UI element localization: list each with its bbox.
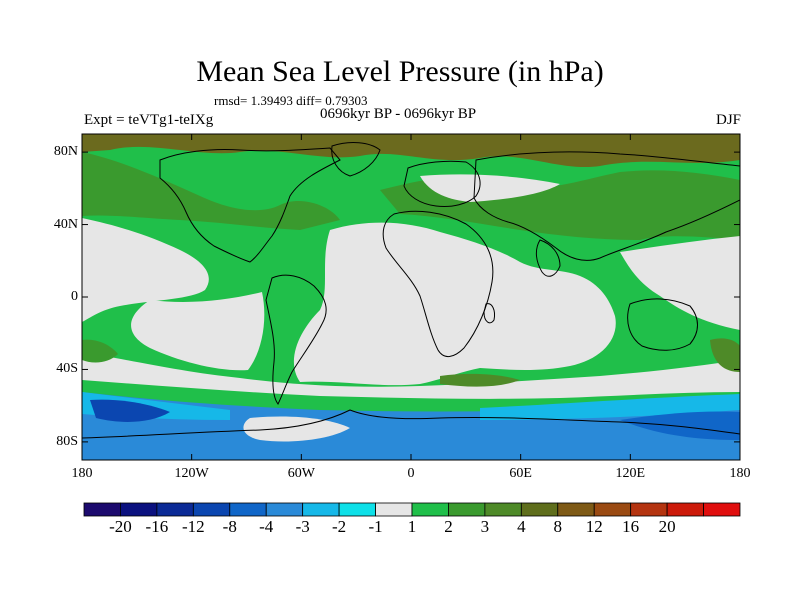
colorbar-label: -12 xyxy=(181,517,205,536)
colorbar-label: -4 xyxy=(259,517,274,536)
plot-title: Mean Sea Level Pressure (in hPa) xyxy=(196,55,604,88)
colorbar-label: -16 xyxy=(145,517,169,536)
field-se-blue xyxy=(620,411,740,440)
colorbar-label: 20 xyxy=(658,517,676,536)
coast-madagascar xyxy=(483,303,495,324)
field-pac-grey-north xyxy=(82,218,209,322)
lon-tick-label: 0 xyxy=(407,466,415,481)
field-npac-darkgreen xyxy=(82,152,340,230)
coast-europe xyxy=(403,160,481,207)
coast-north-america xyxy=(159,147,341,263)
field-weddell-grey xyxy=(243,416,350,442)
field-central-grey xyxy=(293,222,616,386)
field-deep-low xyxy=(90,399,170,422)
colorbar-swatch xyxy=(375,502,413,517)
coast-australia xyxy=(627,298,698,351)
season-label: DJF xyxy=(715,112,741,128)
coast-south-america xyxy=(265,274,327,405)
coast-antarctica xyxy=(82,409,740,439)
field-southern-blue xyxy=(82,392,740,460)
field-north-brown xyxy=(82,134,740,168)
colorbar-label: 12 xyxy=(585,517,603,536)
lon-tick-label: 120E xyxy=(615,466,646,481)
map-ticks xyxy=(81,134,741,460)
lat-tick-label: 80N xyxy=(53,144,78,160)
colorbar xyxy=(83,502,741,517)
lat-tick-label: 40S xyxy=(56,361,78,377)
colorbar-swatch xyxy=(520,502,559,517)
colorbar-swatch xyxy=(156,502,194,517)
colorbar-swatch xyxy=(448,502,486,517)
colorbar-swatch xyxy=(703,502,741,517)
field-southern-grey xyxy=(82,352,740,399)
colorbar-swatch xyxy=(229,502,267,517)
colorbar-swatch xyxy=(192,502,231,517)
colorbar-swatch xyxy=(265,502,304,517)
lat-tick-label: 0 xyxy=(71,289,78,304)
period-text: 0696kyr BP - 0696kyr BP xyxy=(320,106,477,122)
colorbar-swatch xyxy=(83,502,121,517)
lon-tick-label: 180 xyxy=(71,466,93,481)
colorbar-label: 2 xyxy=(444,517,453,536)
coast-india xyxy=(535,239,561,277)
coast-asia xyxy=(473,151,740,261)
lat-tick-label: 40N xyxy=(53,216,78,232)
colorbar-label: 1 xyxy=(407,517,417,536)
field-pac-grey-south xyxy=(131,292,265,371)
colorbar-swatch xyxy=(557,502,595,517)
field-north-grey xyxy=(420,174,560,202)
lon-tick-label: 60W xyxy=(287,466,315,481)
colorbar-swatch xyxy=(630,502,668,517)
lat-tick-label: 80S xyxy=(56,433,78,449)
colorbar-label: -3 xyxy=(295,517,310,536)
colorbar-label: -20 xyxy=(109,517,132,536)
colorbar-label: 8 xyxy=(553,517,563,536)
experiment-label: Expt = teVTg1-teIXg xyxy=(84,112,214,128)
coastlines xyxy=(82,142,740,439)
field-sw-darkgreen xyxy=(82,339,118,363)
coast-africa xyxy=(382,210,494,357)
colorbar-swatch xyxy=(484,502,522,517)
colorbar-label: 3 xyxy=(480,517,490,536)
colorbar-swatch xyxy=(120,502,158,517)
field-sa-darkgreen xyxy=(440,373,520,387)
field-wpac-grey xyxy=(620,236,740,330)
colorbar-label: -8 xyxy=(222,517,237,536)
colorbar-swatch xyxy=(411,502,449,517)
map-field xyxy=(82,134,740,460)
colorbar-swatch xyxy=(593,502,632,517)
colorbar-label: 16 xyxy=(622,517,640,536)
coast-greenland xyxy=(331,142,381,177)
lon-tick-label: 120W xyxy=(174,466,209,481)
colorbar-swatch xyxy=(302,502,340,517)
colorbar-label: -2 xyxy=(332,517,347,536)
colorbar-label: -1 xyxy=(368,517,383,536)
colorbar-label: 4 xyxy=(517,517,526,536)
lon-tick-label: 180 xyxy=(729,466,751,481)
field-se-darkgreen xyxy=(710,338,740,372)
colorbar-swatch xyxy=(666,502,704,517)
lon-tick-label: 60E xyxy=(509,466,532,481)
colorbar-swatch xyxy=(338,502,376,517)
stats-text: rmsd= 1.39493 diff= 0.79303 xyxy=(214,93,368,108)
